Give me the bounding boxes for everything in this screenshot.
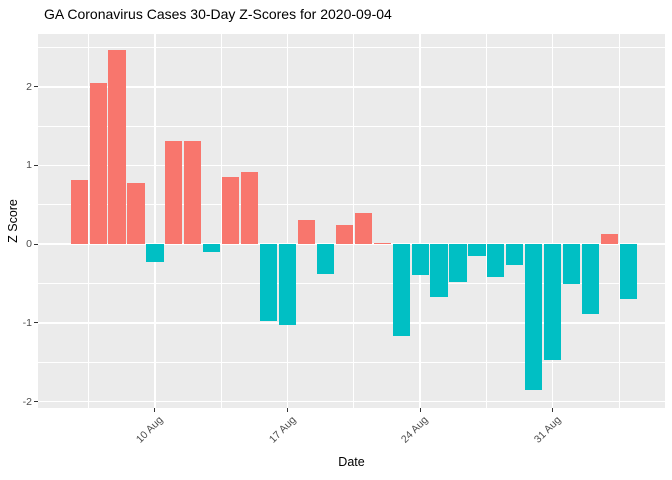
bar [354,212,372,245]
bar [184,141,202,245]
bar [544,244,562,360]
bar [449,244,467,282]
h-gridline-major [38,400,665,403]
h-gridline-minor [38,361,665,363]
y-tick-mark [34,86,38,88]
bar [525,244,543,390]
bar [241,171,259,245]
bar [89,82,107,245]
bar [335,225,353,245]
v-gridline-major [154,34,156,408]
h-gridline-major [38,322,665,324]
h-gridline-minor [38,283,665,284]
x-tick-mark [287,408,289,412]
bar [203,244,221,253]
bar [165,141,183,245]
bar [392,244,410,337]
bar [222,176,240,245]
v-gridline-major [286,34,289,408]
x-tick-mark [154,408,156,412]
v-gridline-minor [353,34,355,408]
v-gridline-major [419,34,421,408]
bar [487,244,505,277]
bar [581,244,600,314]
plot-panel [38,34,665,408]
bar [373,242,391,245]
h-gridline-minor [38,125,665,127]
bar [70,180,88,245]
bar [600,233,619,245]
x-tick-mark [419,408,421,412]
v-gridline-minor [618,34,620,408]
h-gridline-major [38,243,665,245]
chart-title: GA Coronavirus Cases 30-Day Z-Scores for… [44,6,392,22]
bar [506,244,524,266]
v-gridline-minor [486,34,487,408]
y-tick-label: -1 [22,316,32,329]
h-gridline-minor [38,46,665,48]
h-gridline-minor [38,204,665,206]
bar [619,244,638,300]
y-tick-mark [34,243,38,245]
y-tick-mark [34,322,38,324]
y-tick-label: 2 [26,80,32,93]
v-gridline-minor [220,34,222,408]
h-gridline-major [38,86,665,88]
y-tick-label: -2 [22,395,32,408]
bar [430,244,448,297]
y-tick-label: 0 [26,238,32,251]
bar [127,182,145,245]
x-tick-mark [552,408,554,412]
bar [316,244,334,275]
bar [411,244,429,275]
bar [563,244,581,285]
v-gridline-major [551,34,554,408]
bar [297,219,316,245]
h-gridline-major [38,164,665,167]
bar [146,244,164,263]
bar [108,49,126,245]
y-tick-label: 1 [26,159,32,172]
bar [278,244,297,325]
bar [260,244,278,322]
bar [468,244,486,257]
y-tick-mark [34,164,38,166]
v-gridline-minor [88,34,90,408]
x-axis-title: Date [338,455,365,469]
y-tick-mark [34,401,38,403]
